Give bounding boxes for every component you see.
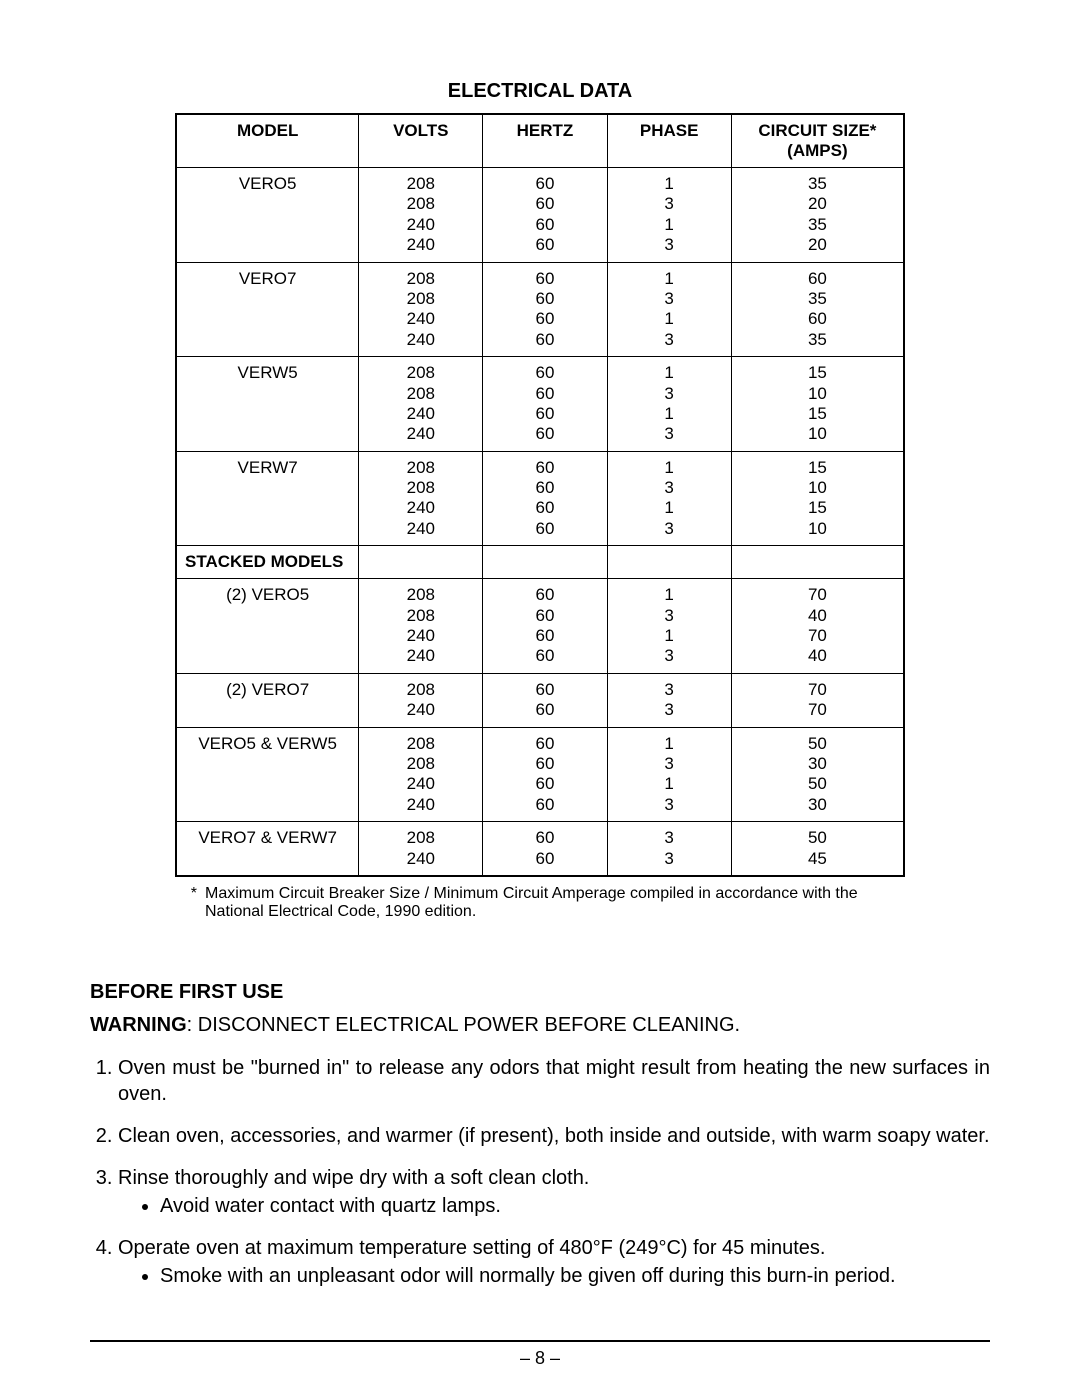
table-cell: 208208240240 — [359, 168, 483, 263]
table-cell: 208208240240 — [359, 727, 483, 822]
table-cell: 7070 — [731, 673, 904, 727]
col-header-model: MODEL — [176, 114, 359, 168]
table-row: VERO720820824024060606060131360356035 — [176, 262, 904, 357]
footnote-star: * — [175, 885, 205, 921]
warning-label: WARNING — [90, 1014, 187, 1036]
table-cell: 1313 — [607, 579, 731, 674]
page-number: – 8 – — [0, 1348, 1080, 1369]
step-item: Operate oven at maximum temperature sett… — [118, 1235, 990, 1289]
step-text: Rinse thoroughly and wipe dry with a sof… — [118, 1167, 589, 1189]
step-text: Oven must be "burned in" to release any … — [118, 1057, 990, 1105]
stacked-models-section-row: STACKED MODELS — [176, 546, 904, 579]
table-header-row: MODEL VOLTS HERTZ PHASE CIRCUIT SIZE* (A… — [176, 114, 904, 168]
table-cell: 5045 — [731, 822, 904, 876]
table-cell: 50305030 — [731, 727, 904, 822]
table-cell: 33 — [607, 822, 731, 876]
footnote-text: Maximum Circuit Breaker Size / Minimum C… — [205, 885, 905, 921]
table-row: VERW520820824024060606060131315101510 — [176, 357, 904, 452]
table-cell: 60606060 — [483, 451, 607, 546]
table-cell: 15101510 — [731, 451, 904, 546]
table-footnote: * Maximum Circuit Breaker Size / Minimum… — [175, 885, 905, 921]
table-cell: 60606060 — [483, 168, 607, 263]
table-cell: 208240 — [359, 822, 483, 876]
step-subitem: Avoid water contact with quartz lamps. — [160, 1193, 990, 1219]
col-header-volts: VOLTS — [359, 114, 483, 168]
table-title: ELECTRICAL DATA — [90, 80, 990, 103]
table-cell: 35203520 — [731, 168, 904, 263]
steps-list: Oven must be "burned in" to release any … — [90, 1055, 990, 1289]
col-header-circuit-line1: CIRCUIT SIZE* — [758, 121, 876, 140]
step-item: Clean oven, accessories, and warmer (if … — [118, 1123, 990, 1149]
step-text: Clean oven, accessories, and warmer (if … — [118, 1125, 990, 1147]
page: ELECTRICAL DATA MODEL VOLTS HERTZ PHASE … — [0, 0, 1080, 1397]
table-cell: 208208240240 — [359, 579, 483, 674]
table-cell: 60356035 — [731, 262, 904, 357]
table-cell: 208208240240 — [359, 451, 483, 546]
table-cell: 208208240240 — [359, 262, 483, 357]
table-row: (2) VERO72082406060337070 — [176, 673, 904, 727]
empty-cell — [483, 546, 607, 579]
table-cell: 208208240240 — [359, 357, 483, 452]
table-cell: 60606060 — [483, 357, 607, 452]
empty-cell — [731, 546, 904, 579]
model-cell: (2) VERO5 — [176, 579, 359, 674]
table-cell: 6060 — [483, 673, 607, 727]
table-row: VERO7 & VERW72082406060335045 — [176, 822, 904, 876]
step-sublist: Avoid water contact with quartz lamps. — [118, 1193, 990, 1219]
table-cell: 1313 — [607, 451, 731, 546]
warning-text: : DISCONNECT ELECTRICAL POWER BEFORE CLE… — [187, 1014, 740, 1036]
table-row: VERW720820824024060606060131315101510 — [176, 451, 904, 546]
col-header-hertz: HERTZ — [483, 114, 607, 168]
page-rule — [90, 1340, 990, 1342]
table-row: VERO5 & VERW5208208240240606060601313503… — [176, 727, 904, 822]
table-cell: 33 — [607, 673, 731, 727]
col-header-circuit: CIRCUIT SIZE* (AMPS) — [731, 114, 904, 168]
model-cell: VERO5 & VERW5 — [176, 727, 359, 822]
model-cell: VERO5 — [176, 168, 359, 263]
empty-cell — [607, 546, 731, 579]
before-first-use-heading: BEFORE FIRST USE — [90, 981, 990, 1004]
table-cell: 208240 — [359, 673, 483, 727]
step-text: Operate oven at maximum temperature sett… — [118, 1237, 825, 1259]
table-cell: 60606060 — [483, 727, 607, 822]
step-sublist: Smoke with an unpleasant odor will norma… — [118, 1263, 990, 1289]
table-cell: 1313 — [607, 357, 731, 452]
warning-line: WARNING: DISCONNECT ELECTRICAL POWER BEF… — [90, 1014, 990, 1037]
model-cell: VERO7 — [176, 262, 359, 357]
table-cell: 1313 — [607, 262, 731, 357]
table-row: VERO520820824024060606060131335203520 — [176, 168, 904, 263]
model-cell: VERO7 & VERW7 — [176, 822, 359, 876]
table-cell: 60606060 — [483, 262, 607, 357]
electrical-data-table: MODEL VOLTS HERTZ PHASE CIRCUIT SIZE* (A… — [175, 113, 905, 877]
model-cell: VERW5 — [176, 357, 359, 452]
table-body: VERO520820824024060606060131335203520VER… — [176, 168, 904, 876]
table-cell: 70407040 — [731, 579, 904, 674]
empty-cell — [359, 546, 483, 579]
step-item: Oven must be "burned in" to release any … — [118, 1055, 990, 1107]
step-subitem: Smoke with an unpleasant odor will norma… — [160, 1263, 990, 1289]
col-header-phase: PHASE — [607, 114, 731, 168]
model-cell: (2) VERO7 — [176, 673, 359, 727]
stacked-models-label: STACKED MODELS — [176, 546, 359, 579]
table-cell: 6060 — [483, 822, 607, 876]
model-cell: VERW7 — [176, 451, 359, 546]
table-cell: 1313 — [607, 727, 731, 822]
table-cell: 15101510 — [731, 357, 904, 452]
table-row: (2) VERO52082082402406060606013137040704… — [176, 579, 904, 674]
table-cell: 60606060 — [483, 579, 607, 674]
step-item: Rinse thoroughly and wipe dry with a sof… — [118, 1165, 990, 1219]
table-cell: 1313 — [607, 168, 731, 263]
col-header-circuit-line2: (AMPS) — [787, 141, 847, 160]
